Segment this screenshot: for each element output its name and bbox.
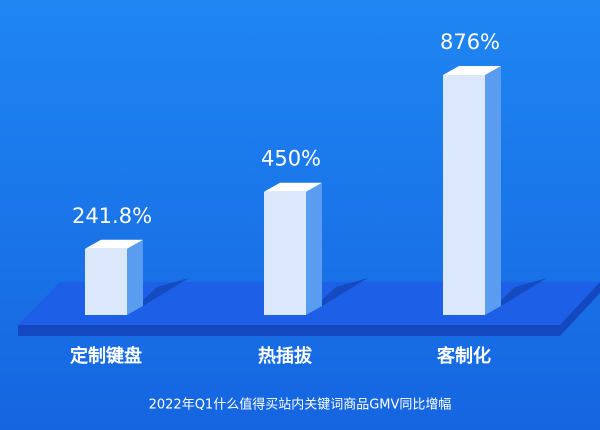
bar-side xyxy=(127,239,143,315)
value-label: 450% xyxy=(261,147,321,171)
bar xyxy=(443,75,485,315)
bar-side xyxy=(485,66,501,315)
floor-front xyxy=(18,325,560,336)
value-label: 876% xyxy=(440,30,500,54)
x-tick-label: 定制键盘 xyxy=(70,345,142,367)
bar-top xyxy=(85,239,143,249)
bar-top xyxy=(264,182,322,192)
chart-title: 2022年Q1什么值得买站内关键词商品GMV同比增幅 xyxy=(149,397,452,413)
bar xyxy=(264,191,306,315)
x-tick-label: 客制化 xyxy=(437,345,491,367)
value-label: 241.8% xyxy=(72,204,152,228)
bars: 241.8% 定制键盘 450% 热插拔 876% 客制化 xyxy=(70,30,547,367)
bar xyxy=(85,248,127,315)
bar-side xyxy=(306,182,322,315)
x-tick-label: 热插拔 xyxy=(258,345,313,367)
floor-side xyxy=(560,282,600,336)
bar-top xyxy=(443,66,501,75)
